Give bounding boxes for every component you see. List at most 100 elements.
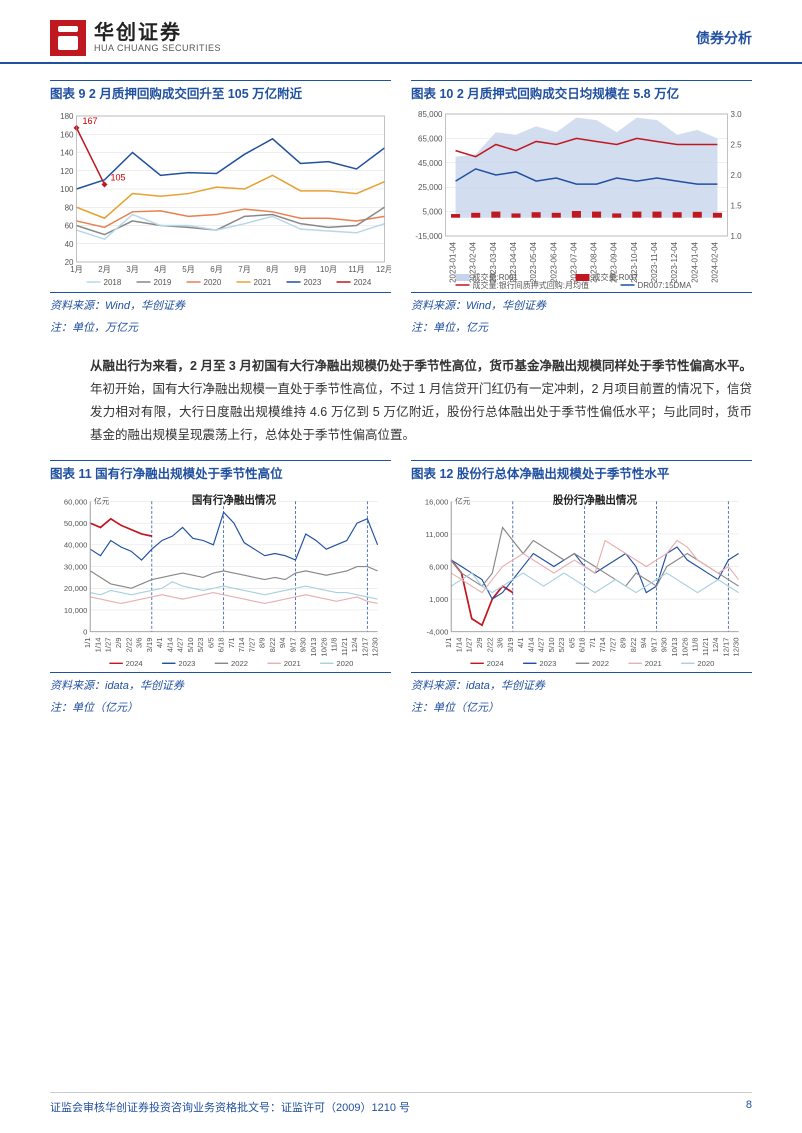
svg-text:1/14: 1/14 (454, 636, 463, 652)
svg-text:1/1: 1/1 (83, 637, 92, 648)
svg-text:2/22: 2/22 (485, 637, 494, 652)
svg-text:1,000: 1,000 (429, 594, 448, 603)
chart-12-note: 注：单位（亿元） (411, 699, 752, 715)
svg-text:20,000: 20,000 (64, 584, 87, 593)
svg-text:11/8: 11/8 (691, 637, 700, 651)
svg-text:2023: 2023 (539, 659, 556, 668)
svg-text:10月: 10月 (320, 265, 337, 274)
svg-text:7/1: 7/1 (227, 637, 236, 648)
svg-text:180: 180 (60, 112, 74, 121)
logo-mark-icon (50, 20, 86, 56)
svg-text:3/19: 3/19 (506, 637, 515, 652)
chart-11: 图表 11 国有行净融出规模处于季节性高位 010,00020,00030,00… (50, 460, 391, 725)
svg-text:140: 140 (60, 149, 74, 158)
svg-text:7/1: 7/1 (588, 637, 597, 648)
svg-text:11/21: 11/21 (340, 637, 349, 656)
body-paragraph: 从融出行为来看，2 月至 3 月初国有大行净融出规模仍处于季节性高位，货币基金净… (50, 351, 752, 460)
svg-text:11,000: 11,000 (425, 529, 448, 538)
svg-text:国有行净融出情况: 国有行净融出情况 (192, 493, 277, 506)
svg-text:4月: 4月 (154, 265, 166, 274)
svg-text:3.0: 3.0 (731, 110, 743, 119)
svg-text:65,000: 65,000 (418, 134, 443, 143)
svg-text:2月: 2月 (98, 265, 110, 274)
chart-10: 图表 10 2 月质押式回购成交日均规模在 5.8 万亿 -15,0005,00… (411, 80, 752, 345)
svg-text:12/30: 12/30 (732, 637, 741, 656)
svg-text:6,000: 6,000 (429, 562, 448, 571)
svg-text:2021: 2021 (284, 659, 301, 668)
svg-text:6/18: 6/18 (217, 637, 226, 652)
svg-text:8/22: 8/22 (629, 637, 638, 652)
logo-cn: 华创证券 (94, 22, 221, 44)
svg-text:50,000: 50,000 (64, 518, 87, 527)
svg-text:25,000: 25,000 (418, 183, 443, 192)
chart-11-title: 图表 11 国有行净融出规模处于季节性高位 (50, 460, 391, 482)
svg-text:10,000: 10,000 (64, 605, 87, 614)
svg-text:4/1: 4/1 (516, 637, 525, 648)
svg-text:2018: 2018 (104, 278, 122, 287)
svg-text:7/27: 7/27 (247, 637, 256, 652)
svg-text:1/14: 1/14 (93, 636, 102, 652)
svg-text:1.5: 1.5 (731, 202, 743, 211)
svg-text:6/5: 6/5 (206, 637, 215, 648)
svg-text:6月: 6月 (210, 265, 222, 274)
svg-text:11/8: 11/8 (330, 637, 339, 651)
svg-text:2024: 2024 (487, 659, 505, 668)
chart-9: 图表 9 2 月质押回购成交回升至 105 万亿附近 2040608010012… (50, 80, 391, 345)
svg-text:2020: 2020 (697, 659, 714, 668)
svg-text:10/26: 10/26 (319, 637, 328, 656)
chart-10-source: 资料来源：Wind，华创证券 (411, 297, 752, 313)
svg-text:2024: 2024 (354, 278, 372, 287)
footer-left: 证监会审核华创证券投资咨询业务资格批文号：证监许可（2009）1210 号 (50, 1099, 410, 1115)
svg-text:40,000: 40,000 (64, 540, 87, 549)
svg-text:8/9: 8/9 (258, 637, 267, 648)
svg-text:167: 167 (83, 116, 98, 126)
svg-text:120: 120 (60, 167, 74, 176)
para-bold: 从融出行为来看，2 月至 3 月初国有大行净融出规模仍处于季节性高位，货币基金净… (90, 359, 752, 373)
logo: 华创证券 HUA CHUANG SECURITIES (50, 20, 221, 56)
page-header: 华创证券 HUA CHUANG SECURITIES 债券分析 (0, 0, 802, 64)
svg-text:9/30: 9/30 (299, 637, 308, 652)
chart-11-source: 资料来源：idata，华创证券 (50, 677, 391, 693)
svg-text:2023: 2023 (178, 659, 195, 668)
svg-text:5/23: 5/23 (557, 637, 566, 652)
chart-11-note: 注：单位（亿元） (50, 699, 391, 715)
chart-9-title: 图表 9 2 月质押回购成交回升至 105 万亿附近 (50, 80, 391, 102)
svg-text:2021: 2021 (254, 278, 272, 287)
svg-text:10/26: 10/26 (680, 637, 689, 656)
svg-text:8/9: 8/9 (619, 637, 628, 648)
svg-text:1/1: 1/1 (444, 637, 453, 648)
svg-text:-4,000: -4,000 (427, 627, 449, 636)
svg-text:5,000: 5,000 (422, 208, 443, 217)
svg-text:亿元: 亿元 (94, 495, 110, 505)
svg-text:2/9: 2/9 (114, 637, 123, 648)
svg-text:4/14: 4/14 (165, 636, 174, 652)
svg-text:45,000: 45,000 (418, 159, 443, 168)
page-number: 8 (746, 1099, 752, 1115)
svg-text:成交量:银行间质押式回购:月均值: 成交量:银行间质押式回购:月均值 (473, 280, 589, 290)
svg-text:100: 100 (60, 185, 74, 194)
svg-text:1.0: 1.0 (731, 232, 743, 241)
svg-text:2021: 2021 (645, 659, 662, 668)
logo-en: HUA CHUANG SECURITIES (94, 44, 221, 54)
svg-text:12/4: 12/4 (350, 636, 359, 652)
chart-9-note: 注：单位，万亿元 (50, 319, 391, 335)
svg-text:2024: 2024 (126, 659, 144, 668)
page-footer: 证监会审核华创证券投资咨询业务资格批文号：证监许可（2009）1210 号 8 (50, 1092, 752, 1115)
svg-text:5月: 5月 (182, 265, 194, 274)
svg-text:7/27: 7/27 (608, 637, 617, 652)
svg-text:2.0: 2.0 (731, 171, 743, 180)
svg-text:2022: 2022 (231, 659, 248, 668)
svg-text:-15,000: -15,000 (415, 232, 443, 241)
svg-text:4/14: 4/14 (526, 636, 535, 652)
svg-text:3月: 3月 (126, 265, 138, 274)
svg-text:2023-11-04: 2023-11-04 (650, 241, 659, 282)
svg-text:3/6: 3/6 (496, 637, 505, 648)
svg-text:4/1: 4/1 (155, 637, 164, 648)
svg-text:1月: 1月 (70, 265, 82, 274)
chart-12-source: 资料来源：idata，华创证券 (411, 677, 752, 693)
svg-text:12月: 12月 (376, 265, 391, 274)
svg-text:16,000: 16,000 (425, 497, 448, 506)
svg-text:12/4: 12/4 (711, 636, 720, 652)
chart-10-note: 注：单位，亿元 (411, 319, 752, 335)
svg-text:7/14: 7/14 (237, 636, 246, 652)
